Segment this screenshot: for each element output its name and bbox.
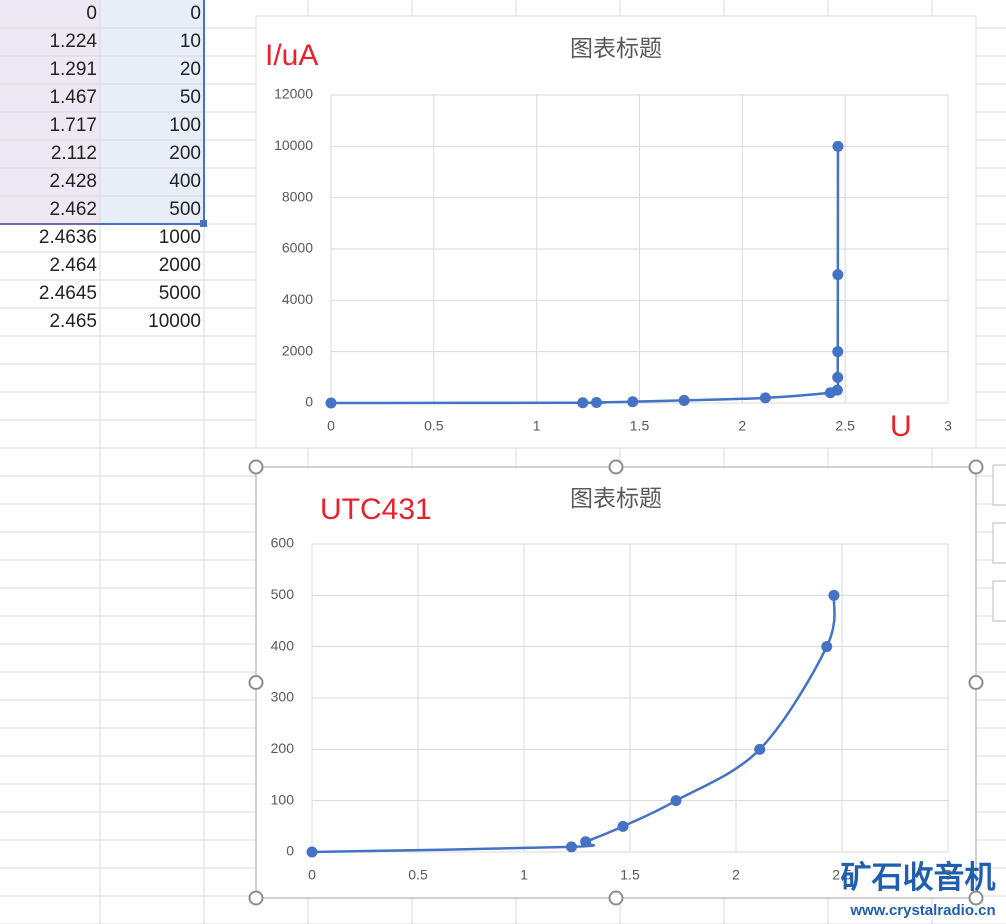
y-tick-label: 600: [271, 535, 295, 551]
y-tick-label: 0: [305, 394, 313, 410]
cell: 2.4645: [39, 283, 97, 304]
data-point: [617, 820, 629, 832]
cell: 10: [180, 31, 201, 52]
data-point: [832, 269, 844, 281]
chart-elements-button[interactable]: [992, 464, 1006, 506]
y-tick-label: 6000: [282, 240, 313, 256]
data-point: [670, 795, 682, 807]
cell: 2.462: [49, 199, 97, 220]
y-tick-label: 0: [286, 843, 294, 859]
cell: 100: [169, 115, 201, 136]
x-tick-label: 3: [944, 867, 952, 883]
cell: 1000: [159, 227, 201, 248]
cell: 2.465: [49, 311, 97, 332]
y-tick-label: 10000: [274, 137, 313, 153]
chart: 0 100 200 300 400 500 600 0 0.5 1 1.5 2 2.5 3 图表标题 UTC4…: [248, 459, 984, 906]
data-point: [832, 346, 844, 358]
x-tick-label: 2.5: [835, 418, 855, 434]
x-tick-label: 2: [732, 867, 740, 883]
cell: 2.428: [49, 171, 97, 192]
y-tick-label: 300: [271, 689, 295, 705]
y-tick-label: 2000: [282, 342, 313, 358]
cell: 1.467: [49, 87, 97, 108]
chart-side-buttons: [992, 464, 1006, 622]
x-tick-label: 0.5: [424, 418, 444, 434]
data-point: [565, 841, 577, 853]
x-tick-label: 0.5: [408, 867, 428, 883]
chart: 0 2000 4000 6000 8000 10000 12000 0 0.5 1 1.5 2 2.5 3…: [255, 15, 977, 449]
cell: 0: [190, 3, 201, 24]
data-point: [832, 140, 844, 152]
chart-title: 图表标题: [570, 485, 662, 511]
annotation: I/uA: [265, 39, 318, 72]
cell: 400: [169, 171, 201, 192]
chart-filters-button[interactable]: [992, 580, 1006, 622]
cell: 2.464: [49, 255, 97, 276]
resize-handle[interactable]: [968, 890, 984, 906]
y-tick-label: 200: [271, 740, 295, 756]
data-point: [325, 397, 337, 409]
watermark-url: www.crystalradio.cn: [849, 902, 995, 919]
cell: 1.224: [49, 31, 97, 52]
y-tick-label: 8000: [282, 188, 313, 204]
chart-area: [255, 466, 977, 899]
data-point: [828, 589, 840, 601]
x-tick-label: 1: [520, 867, 528, 883]
y-tick-label: 4000: [282, 291, 313, 307]
data-point: [306, 846, 318, 858]
cell: 1.717: [49, 115, 97, 136]
resize-handle[interactable]: [248, 459, 264, 475]
annotation: U: [890, 410, 912, 443]
resize-handle[interactable]: [248, 890, 264, 906]
data-point: [821, 641, 833, 653]
series-line: [311, 595, 836, 854]
cell: 500: [169, 199, 201, 220]
x-tick-label: 1.5: [620, 867, 640, 883]
x-tick-label: 1: [533, 418, 541, 434]
data-point: [759, 392, 771, 404]
resize-handle[interactable]: [608, 459, 624, 475]
cell: 2.4636: [39, 227, 97, 248]
chart-title: 图表标题: [570, 35, 662, 61]
resize-handle[interactable]: [968, 675, 984, 690]
data-point: [580, 836, 592, 848]
resize-handle[interactable]: [968, 459, 984, 475]
data-point: [831, 384, 843, 396]
x-tick-label: 2.5: [832, 867, 852, 883]
cell: 10000: [148, 311, 201, 332]
y-tick-label: 100: [271, 791, 295, 807]
x-tick-label: 3: [944, 418, 952, 434]
data-point: [832, 371, 844, 383]
chart-styles-button[interactable]: [992, 522, 1006, 564]
cell: 50: [180, 87, 201, 108]
data-point: [754, 743, 766, 755]
cell: 20: [180, 59, 201, 80]
cell: 2000: [159, 255, 201, 276]
data-point: [577, 397, 589, 409]
data-point: [678, 394, 690, 406]
y-tick-label: 12000: [274, 86, 313, 102]
annotation: UTC431: [320, 493, 432, 526]
chart-area: [255, 15, 977, 449]
resize-handle[interactable]: [248, 675, 264, 690]
x-tick-label: 2: [738, 418, 746, 434]
x-tick-label: 1.5: [630, 418, 650, 434]
y-tick-label: 400: [271, 637, 295, 653]
cell: 5000: [159, 283, 201, 304]
cell: 1.291: [49, 59, 97, 80]
cell: 0: [86, 3, 97, 24]
fill-handle: [200, 220, 207, 227]
watermark-name: 矿石收音机: [841, 860, 996, 895]
y-tick-label: 500: [271, 586, 295, 602]
x-tick-label: 0: [327, 418, 335, 434]
cell: 2.112: [51, 143, 97, 164]
data-point: [627, 396, 639, 408]
cell: 200: [169, 143, 201, 164]
watermark: 矿石收音机 www.crystalradio.cn: [841, 860, 996, 919]
x-tick-label: 0: [308, 867, 316, 883]
resize-handle[interactable]: [608, 890, 624, 906]
data-point: [591, 396, 603, 408]
